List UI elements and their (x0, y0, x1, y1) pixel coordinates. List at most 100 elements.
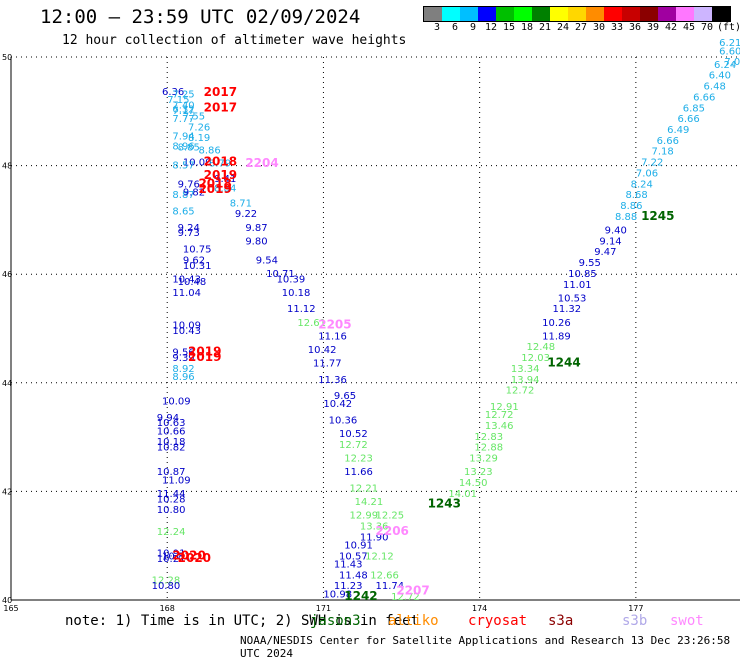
colorbar-label: 30 (593, 22, 606, 33)
colorbar-swatch (622, 7, 640, 21)
swh-label: 10.63 (157, 418, 186, 429)
swh-label: 10.31 (183, 261, 212, 272)
swh-label: 11.12 (287, 304, 316, 315)
swh-label: 9.82 (183, 187, 205, 198)
swh-label: 10.26 (542, 318, 571, 329)
swh-label: 9.73 (178, 228, 200, 239)
swh-label: 14.21 (355, 497, 384, 508)
colorbar-label: 39 (647, 22, 660, 33)
swh-label: 11.66 (344, 467, 373, 478)
satellite-legend-altiko: altiko (388, 613, 439, 629)
colorbar-swatch (712, 7, 730, 21)
swh-label: 6.48 (704, 82, 726, 93)
swh-label: 11.77 (313, 359, 342, 370)
swh-label: 6.49 (667, 125, 689, 136)
swh-label: 12.12 (365, 551, 394, 562)
swh-label: 8.87 (172, 190, 194, 201)
colorbar-label: 24 (557, 22, 570, 33)
swh-label: 14.01 (448, 489, 477, 500)
swh-label: 6.32 (172, 104, 194, 115)
colorbar-label: 9 (470, 22, 477, 33)
swh-label: 13.46 (485, 421, 514, 432)
swh-label: 13.29 (469, 454, 498, 465)
swh-label: 7.15 (167, 95, 189, 106)
swh-label: 9.62 (183, 255, 205, 266)
swh-label: 8.24 (631, 179, 653, 190)
time-label: 2018 (204, 155, 237, 169)
swh-label: 10.71 (266, 269, 295, 280)
swh-label: 7.17 (172, 106, 194, 117)
swh-label: 12.72 (391, 592, 420, 603)
swh-label: 10.81 (162, 551, 191, 562)
swh-label: 10.42 (323, 399, 352, 410)
satellite-legend-s3a: s3a (548, 613, 574, 629)
time-label: 2206 (376, 524, 409, 538)
swh-label: 9.76 (178, 179, 200, 190)
time-label: 2019 (198, 182, 231, 196)
y-tick-label: 48 (2, 162, 12, 171)
swh-label: 8.88 (615, 212, 637, 223)
swh-label: 8.65 (172, 206, 194, 217)
swh-label: 12.25 (376, 511, 405, 522)
colorbar-swatch (694, 7, 712, 21)
swh-label: 13.36 (360, 521, 389, 532)
swh-label: 9.87 (245, 223, 267, 234)
swh-label: 11.44 (157, 489, 186, 500)
swh-label: 11.23 (334, 581, 363, 592)
swh-label: 10.09 (172, 321, 201, 332)
swh-label: 9.22 (235, 209, 257, 220)
wave-height-colorbar (423, 6, 731, 22)
swh-label: 12.21 (349, 483, 378, 494)
x-tick-label: 174 (472, 604, 487, 613)
swh-label: 11.43 (334, 559, 363, 570)
swh-label: 12.48 (527, 342, 556, 353)
colorbar-swatch (586, 7, 604, 21)
colorbar-swatch (640, 7, 658, 21)
swh-label: 11.16 (318, 331, 347, 342)
x-tick-label: 165 (3, 604, 18, 613)
swh-label: 13.23 (464, 467, 493, 478)
colorbar-label: 36 (629, 22, 642, 33)
colorbar-swatch (514, 7, 532, 21)
map-subtitle: 12 hour collection of altimeter wave hei… (62, 33, 407, 48)
y-tick-label: 42 (2, 487, 12, 496)
swh-label: 8.92 (172, 364, 194, 375)
time-label: 1244 (547, 356, 580, 370)
swh-label: 11.48 (339, 570, 368, 581)
colorbar-label: 12 (485, 22, 498, 33)
swh-label: 7.40 (172, 101, 194, 112)
swh-label: 6.85 (683, 103, 705, 114)
swh-label: 10.36 (329, 416, 358, 427)
colorbar-label: 3 (434, 22, 441, 33)
swh-label: 11.36 (318, 375, 347, 386)
swh-label: 10.39 (277, 274, 306, 285)
x-tick-label: 168 (160, 604, 175, 613)
time-label: 2019 (204, 168, 237, 182)
time-label: 2019 (188, 350, 221, 364)
colorbar-label: (ft) (717, 22, 740, 33)
time-label: 2019 (188, 345, 221, 359)
swh-label: 12.83 (474, 432, 503, 443)
swh-label: 10.85 (568, 269, 597, 280)
colorbar-swatch (460, 7, 478, 21)
colorbar-swatch (496, 7, 514, 21)
swh-label: 6.36 (162, 87, 184, 98)
swh-label: 10.87 (157, 467, 186, 478)
swh-label: 9.80 (245, 236, 267, 247)
swh-label: 7.94 (172, 132, 194, 143)
time-label: 1245 (641, 209, 674, 223)
time-label: 1242 (344, 589, 377, 603)
swh-label: 10.42 (308, 345, 337, 356)
swh-label: 10.48 (178, 277, 207, 288)
colorbar-label: 6 (452, 22, 459, 33)
swh-label: 9.56 (172, 348, 194, 359)
swh-label: 13.34 (511, 364, 540, 375)
swh-label: 12.91 (490, 402, 519, 413)
swh-label: 8.68 (625, 190, 647, 201)
swh-label: 8.86 (198, 146, 220, 157)
swh-label: 6.40 (709, 71, 731, 82)
swh-label: 8.19 (188, 133, 210, 144)
y-tick-label: 44 (2, 379, 12, 388)
time-label: 2017 (204, 85, 237, 99)
swh-label: 6.24 (714, 60, 736, 71)
